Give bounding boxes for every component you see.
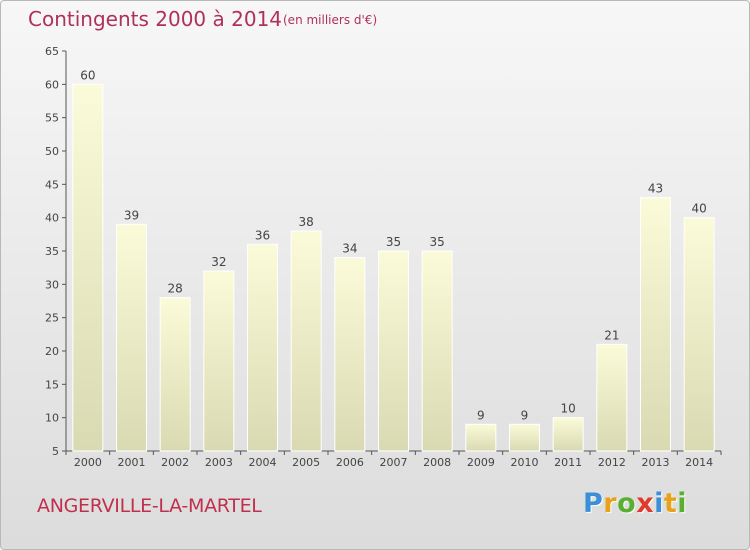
x-tick-label: 2013 [642,456,670,469]
y-tick-label: 45 [45,178,59,191]
bar-2011 [552,417,584,452]
bar-2001 [116,223,147,452]
chart-title: Contingents 2000 à 2014 [28,7,283,31]
bar-value-label: 34 [342,242,357,256]
bar-2002 [159,297,191,452]
y-tick-label: 20 [45,345,59,358]
bar-value-label: 43 [648,182,663,196]
y-tick-label: 65 [45,45,59,58]
bar-2009 [465,423,497,452]
bar-2010 [509,423,540,452]
bar-value-label: 10 [561,402,576,416]
chart-bars [72,83,715,452]
bar-2008 [421,250,453,452]
bar-2003 [203,270,235,452]
bar-value-label: 60 [80,68,95,82]
chart-labels: 60 2000 39 2001 28 2002 32 2003 36 2004 38 2005 34 20… [74,68,713,469]
x-tick-label: 2012 [598,456,626,469]
y-tick-label: 60 [45,78,59,91]
bar-value-label: 35 [386,235,401,249]
x-tick-label: 2001 [118,456,146,469]
x-tick-label: 2011 [554,456,582,469]
bar-value-label: 28 [168,282,183,296]
x-tick-label: 2000 [74,456,102,469]
bar-value-label: 35 [430,235,445,249]
commune-name: ANGERVILLE-LA-MARTEL [37,495,262,517]
proxiti-logo[interactable]: Proxiti [583,488,687,519]
x-tick-label: 2003 [205,456,233,469]
bar-2000 [72,83,104,452]
bar-value-label: 9 [521,408,529,422]
y-tick-label: 35 [45,245,59,258]
x-tick-label: 2007 [380,456,408,469]
x-tick-label: 2005 [292,456,320,469]
y-tick-label: 15 [45,378,59,391]
y-tick-label: 55 [45,112,59,125]
bar-2012 [596,343,628,452]
x-tick-label: 2004 [249,456,277,469]
x-tick-label: 2008 [423,456,451,469]
logo-letter: x [636,488,655,519]
bar-value-label: 36 [255,228,270,242]
x-tick-label: 2006 [336,456,364,469]
logo-letter: o [617,488,637,519]
y-tick-label: 25 [45,312,59,325]
logo-letter: P [583,488,604,519]
bar-2005 [290,230,322,452]
bar-2004 [247,243,278,452]
bar-value-label: 40 [692,202,707,216]
bar-value-label: 39 [124,208,139,222]
x-tick-label: 2002 [161,456,189,469]
logo-letter: t [663,488,678,519]
y-tick-label: 5 [52,445,59,458]
bar-value-label: 38 [299,215,314,229]
y-tick-label: 40 [45,212,59,225]
logo-letter: r [603,488,618,519]
bar-value-label: 21 [604,328,619,342]
chart-subtitle: (en milliers d'€) [283,13,378,27]
bar-value-label: 32 [211,255,226,269]
bar-2007 [378,250,409,452]
y-tick-label: 10 [45,412,59,425]
x-tick-label: 2014 [685,456,713,469]
bar-value-label: 9 [477,408,485,422]
bar-2006 [334,257,366,452]
x-tick-label: 2009 [467,456,495,469]
logo-letter: i [677,488,688,519]
x-tick-label: 2010 [511,456,539,469]
bar-2013 [640,197,671,452]
y-tick-label: 30 [45,278,59,291]
bar-2014 [683,217,715,452]
y-tick-label: 50 [45,145,59,158]
logo-letter: i [654,488,664,519]
